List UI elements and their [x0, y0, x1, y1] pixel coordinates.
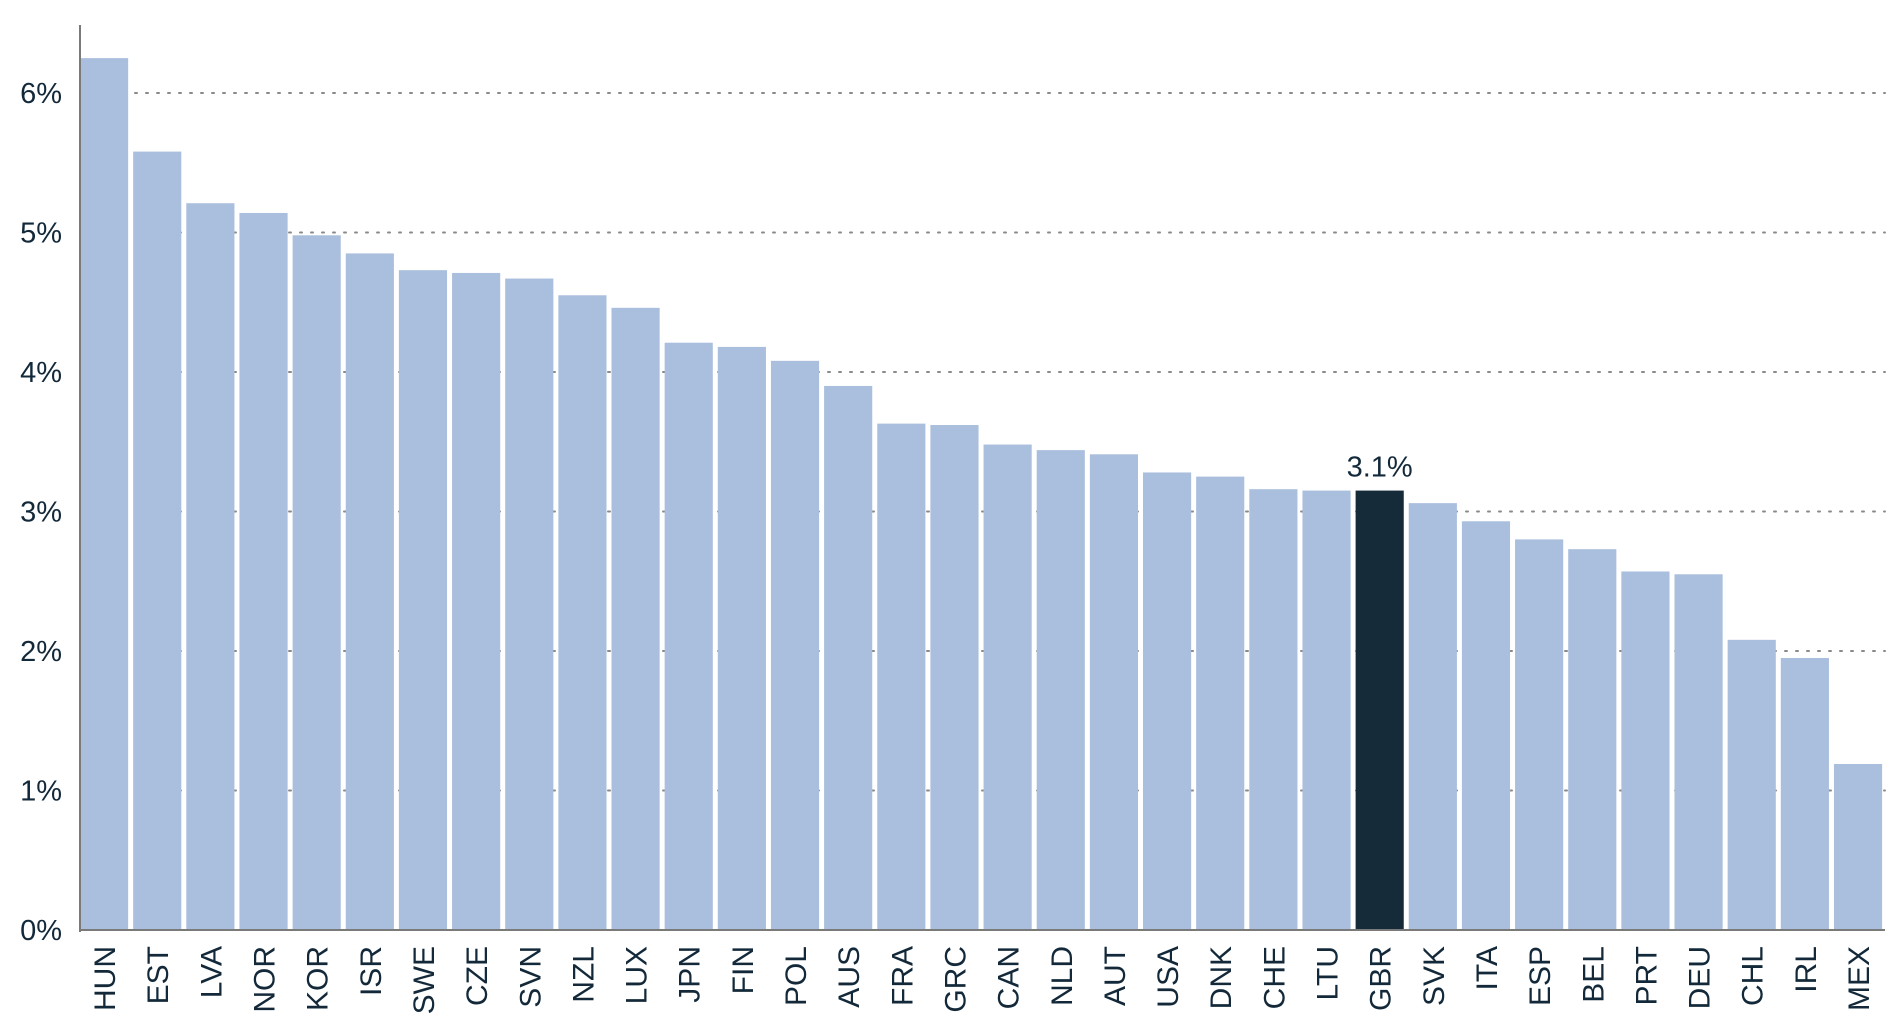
y-tick-label: 4% — [20, 357, 62, 389]
x-tick-label: GRC — [939, 946, 972, 1013]
bar-dnk — [1196, 476, 1245, 930]
x-tick-label: ITA — [1471, 946, 1504, 990]
x-tick-label: JPN — [674, 946, 707, 1003]
x-tick-label: CAN — [993, 946, 1026, 1009]
bar-prt — [1621, 571, 1670, 930]
bar-cze — [452, 272, 501, 931]
x-tick-label: NZL — [567, 946, 600, 1003]
bar-ita — [1461, 521, 1511, 930]
x-tick-label: SWE — [408, 946, 441, 1014]
x-tick-label: USA — [1152, 946, 1185, 1008]
y-tick-label: 1% — [20, 776, 62, 808]
x-tick-label: LVA — [195, 946, 228, 998]
bar-nor — [239, 212, 288, 931]
x-tick-label: KOR — [302, 946, 335, 1011]
bar-gbr — [1355, 490, 1404, 930]
x-tick-label: CHL — [1737, 946, 1770, 1006]
x-tick-label: EST — [142, 946, 175, 1004]
bar-lux — [611, 307, 660, 931]
x-tick-label: ESP — [1524, 946, 1557, 1006]
bar-aut — [1089, 454, 1138, 930]
bar-grc — [930, 425, 979, 930]
bar-chl — [1727, 639, 1776, 930]
bar-hun — [80, 58, 129, 930]
x-tick-label: BEL — [1577, 946, 1610, 1003]
bar-nld — [1036, 450, 1085, 930]
x-tick-label: LUX — [621, 946, 654, 1004]
bar-svn — [505, 278, 554, 930]
bar-che — [1249, 489, 1298, 930]
x-tick-label: FRA — [886, 946, 919, 1006]
x-tick-label: AUS — [833, 946, 866, 1008]
bar-nzl — [558, 295, 607, 930]
x-tick-label: ISR — [355, 946, 388, 996]
bar-fra — [877, 423, 926, 930]
bar-bel — [1568, 549, 1617, 930]
y-tick-label: 0% — [20, 915, 62, 947]
y-tick-labels: 0% 1% 2% 3% 4% 5% 6% — [20, 78, 62, 947]
x-tick-label: CHE — [1258, 946, 1291, 1009]
x-tick-label: PRT — [1630, 946, 1663, 1005]
x-tick-label: FIN — [727, 946, 760, 994]
x-tick-label: MEX — [1843, 946, 1876, 1011]
bar-usa — [1143, 472, 1192, 930]
bar-swe — [398, 270, 448, 930]
bar-mex — [1833, 763, 1883, 930]
y-tick-label: 3% — [20, 497, 62, 529]
bar-isr — [345, 253, 394, 931]
x-tick-label: POL — [780, 946, 813, 1006]
x-tick-label: DNK — [1205, 946, 1238, 1009]
y-tick-label: 2% — [20, 636, 62, 668]
data-label-gbr: 3.1% — [1347, 452, 1413, 484]
bar-est — [133, 151, 182, 931]
axes — [79, 25, 1885, 932]
x-tick-label: CZE — [461, 946, 494, 1006]
bar-svk — [1408, 503, 1457, 930]
x-tick-label: SVK — [1418, 946, 1451, 1006]
y-tick-label: 6% — [20, 78, 62, 110]
x-tick-label: AUT — [1099, 946, 1132, 1006]
x-tick-labels: HUN EST LVA NOR KOR ISR SWE CZE SVN NZL LUX JPN FIN P… — [89, 946, 1876, 1014]
bar-pol — [770, 360, 820, 931]
bar-deu — [1674, 574, 1723, 930]
bar-lva — [186, 203, 235, 930]
x-tick-label: IRL — [1790, 946, 1823, 993]
bar-ltu — [1302, 490, 1351, 930]
bar-irl — [1780, 657, 1829, 930]
x-tick-label: NOR — [249, 946, 282, 1013]
bars — [80, 58, 1883, 931]
x-tick-label: NLD — [1046, 946, 1079, 1006]
bar-jpn — [664, 342, 713, 931]
bar-aus — [824, 385, 873, 930]
y-tick-label: 5% — [20, 218, 62, 250]
bar-can — [983, 444, 1032, 930]
bar-kor — [292, 235, 341, 931]
bar-esp — [1515, 539, 1564, 930]
x-tick-label: GBR — [1365, 946, 1398, 1011]
x-tick-label: HUN — [89, 946, 122, 1011]
bar-fin — [717, 346, 766, 930]
x-tick-label: SVN — [514, 946, 547, 1008]
data-labels: 3.1% — [1347, 452, 1413, 484]
x-tick-label: DEU — [1684, 946, 1717, 1009]
x-tick-label: LTU — [1312, 946, 1345, 1000]
